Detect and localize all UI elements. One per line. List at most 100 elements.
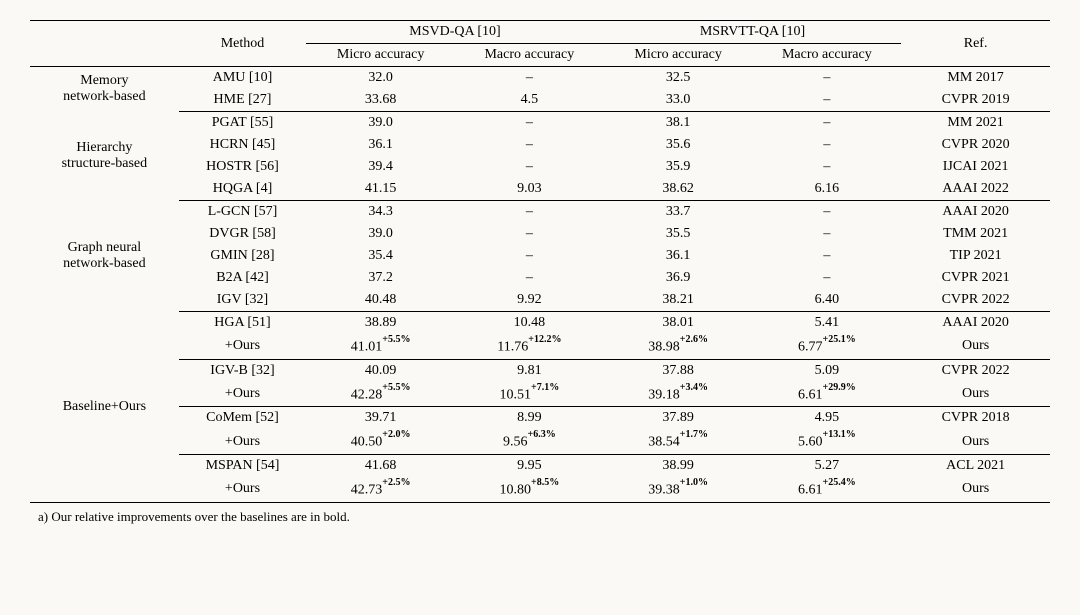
cell-value: 42.73+2.5% [306,477,455,502]
table-row: MSPAN [54]41.689.9538.995.27ACL 2021 [30,454,1050,477]
cell-value: 35.4 [306,245,455,267]
improvement-pct: +25.4% [823,477,856,488]
cell-value: 38.62 [604,178,753,201]
cell-value: – [752,112,901,135]
cell-value: 35.5 [604,223,753,245]
cell-value: – [752,201,901,224]
cell-value: 6.61+29.9% [752,382,901,407]
cell-value: – [455,223,604,245]
cell-value: – [455,201,604,224]
cell-value: CVPR 2020 [901,134,1050,156]
category-cell: Baseline+Ours [30,312,179,503]
cell-value: CVPR 2018 [901,407,1050,430]
cell-method: PGAT [55] [179,112,306,135]
cell-method: CoMem [52] [179,407,306,430]
cell-value: 38.99 [604,454,753,477]
cell-value: 35.6 [604,134,753,156]
cell-value: 41.01+5.5% [306,334,455,359]
improvement-pct: +1.7% [680,429,708,440]
cell-value: 10.51+7.1% [455,382,604,407]
cell-value: 40.48 [306,289,455,312]
table-row: CoMem [52]39.718.9937.894.95CVPR 2018 [30,407,1050,430]
table-header: Method MSVD-QA [10] MSRVTT-QA [10] Ref. … [30,21,1050,68]
cell-method: +Ours [179,382,306,407]
table-row-ours: +Ours42.73+2.5%10.80+8.5%39.38+1.0%6.61+… [30,477,1050,502]
cell-value: 9.03 [455,178,604,201]
col-ref: Ref. [901,21,1050,67]
cell-value: 6.40 [752,289,901,312]
cell-method: HME [27] [179,89,306,112]
cell-value: – [752,89,901,112]
cell-value: 38.21 [604,289,753,312]
col-d2-macro: Macro accuracy [752,44,901,67]
cell-method: +Ours [179,429,306,454]
cell-value: 6.61+25.4% [752,477,901,502]
improvement-pct: +2.0% [382,429,410,440]
cell-value: 6.77+25.1% [752,334,901,359]
cell-value: 41.15 [306,178,455,201]
cell-value: – [752,67,901,89]
category-cell: Graph neuralnetwork-based [30,201,179,312]
cell-value: 4.95 [752,407,901,430]
cell-value: 39.0 [306,223,455,245]
cell-value: 36.9 [604,267,753,289]
cell-value: 32.0 [306,67,455,89]
cell-value: 39.18+3.4% [604,382,753,407]
cell-value: 42.28+5.5% [306,382,455,407]
table-row: GMIN [28]35.4–36.1–TIP 2021 [30,245,1050,267]
cell-value: 36.1 [604,245,753,267]
cell-value: – [455,245,604,267]
table-row: IGV-B [32]40.099.8137.885.09CVPR 2022 [30,359,1050,382]
table-row: HCRN [45]36.1–35.6–CVPR 2020 [30,134,1050,156]
cell-value: 39.38+1.0% [604,477,753,502]
table-row: Hierarchystructure-basedPGAT [55]39.0–38… [30,112,1050,135]
table-row: DVGR [58]39.0–35.5–TMM 2021 [30,223,1050,245]
cell-value: 36.1 [306,134,455,156]
cell-value: 34.3 [306,201,455,224]
cell-method: HGA [51] [179,312,306,335]
cell-value: 38.1 [604,112,753,135]
cell-value: 38.89 [306,312,455,335]
cell-value: 33.0 [604,89,753,112]
cell-ref: Ours [901,429,1050,454]
cell-value: 9.56+6.3% [455,429,604,454]
cell-value: 4.5 [455,89,604,112]
cell-value: CVPR 2022 [901,359,1050,382]
col-d1-micro: Micro accuracy [306,44,455,67]
cell-method: MSPAN [54] [179,454,306,477]
cell-value: 9.95 [455,454,604,477]
cell-value: 32.5 [604,67,753,89]
cell-value: – [752,134,901,156]
cell-method: HQGA [4] [179,178,306,201]
cell-value: 41.68 [306,454,455,477]
table-row-ours: +Ours41.01+5.5%11.76+12.2%38.98+2.6%6.77… [30,334,1050,359]
cell-ref: Ours [901,382,1050,407]
category-cell: Memorynetwork-based [30,67,179,112]
cell-method: IGV-B [32] [179,359,306,382]
cell-value: 11.76+12.2% [455,334,604,359]
cell-value: – [752,245,901,267]
table-row: HQGA [4]41.159.0338.626.16AAAI 2022 [30,178,1050,201]
improvement-pct: +5.5% [382,334,410,345]
cell-value: IJCAI 2021 [901,156,1050,178]
col-d1-macro: Macro accuracy [455,44,604,67]
improvement-pct: +5.5% [382,382,410,393]
table-body: Memorynetwork-basedAMU [10]32.0–32.5–MM … [30,67,1050,502]
improvement-pct: +25.1% [823,334,856,345]
cell-method: L-GCN [57] [179,201,306,224]
cell-ref: Ours [901,334,1050,359]
cell-value: 9.81 [455,359,604,382]
cell-value: MM 2021 [901,112,1050,135]
improvement-pct: +13.1% [823,429,856,440]
cell-value: 10.80+8.5% [455,477,604,502]
cell-value: MM 2017 [901,67,1050,89]
cell-value: 6.16 [752,178,901,201]
cell-value: – [752,156,901,178]
table-row: HOSTR [56]39.4–35.9–IJCAI 2021 [30,156,1050,178]
cell-method: +Ours [179,477,306,502]
cell-value: 8.99 [455,407,604,430]
cell-value: 37.89 [604,407,753,430]
cell-value: 35.9 [604,156,753,178]
cell-value: – [752,223,901,245]
cell-value: CVPR 2019 [901,89,1050,112]
